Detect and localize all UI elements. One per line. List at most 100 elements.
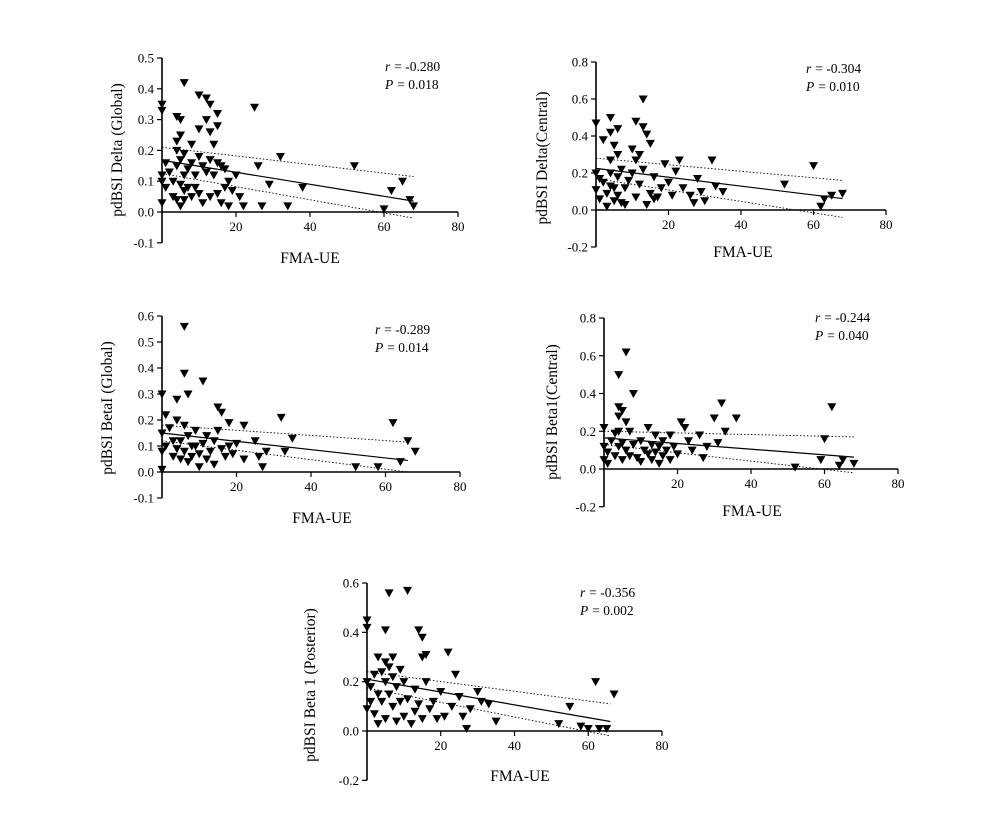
- y-tick-label: -0.1: [133, 491, 154, 506]
- y-tick-label: 0.2: [343, 674, 359, 689]
- data-point: [447, 702, 457, 711]
- data-point: [614, 427, 624, 436]
- data-point: [179, 369, 189, 378]
- stats-annotation: r = -0.289 P = 0.014: [374, 322, 430, 355]
- data-point: [631, 193, 641, 202]
- data-point: [239, 421, 249, 430]
- x-tick-label: 20: [434, 738, 447, 753]
- y-tick-label: 0.0: [138, 205, 154, 220]
- p-symbol: P: [814, 328, 823, 343]
- data-point: [598, 178, 608, 187]
- data-point: [349, 162, 359, 171]
- data-point: [176, 202, 185, 211]
- r-value: = -0.280: [394, 59, 440, 74]
- x-axis-title: FMA-UE: [490, 768, 549, 785]
- data-point: [595, 195, 605, 204]
- data-point: [403, 586, 413, 595]
- x-axis-title: FMA-UE: [722, 503, 781, 520]
- data-point: [176, 116, 185, 125]
- data-point: [834, 461, 844, 470]
- plot-area: -0.2 0.0 0.2 0.4 0.6 0.8 20 40 60 80: [567, 55, 892, 255]
- data-point: [454, 692, 464, 701]
- data-point: [395, 665, 405, 674]
- data-point: [380, 626, 390, 635]
- data-point: [213, 122, 222, 131]
- chart-beta1-posterior: r = -0.356 P = 0.002 FMA-UE pdBSI Beta 1 (…: [302, 576, 669, 788]
- data-point: [635, 180, 644, 189]
- data-point: [369, 710, 379, 719]
- r-symbol: r: [806, 61, 812, 76]
- data-point: [451, 670, 460, 679]
- y-tick-label: 0.6: [572, 92, 589, 107]
- data-point: [172, 137, 182, 146]
- data-point: [362, 705, 372, 714]
- data-point: [476, 697, 486, 706]
- data-point: [366, 697, 376, 706]
- y-tick-label: 0.6: [343, 576, 360, 591]
- data-point: [591, 678, 601, 687]
- data-point: [628, 390, 638, 398]
- data-point: [183, 432, 193, 441]
- data-point: [693, 175, 702, 184]
- data-point: [220, 452, 230, 461]
- data-point: [414, 700, 424, 709]
- data-point: [176, 156, 185, 165]
- plot-area: -0.2 0.0 0.2 0.4 0.6 20 40 60 80: [338, 576, 668, 788]
- data-point: [201, 116, 211, 125]
- data-point: [687, 446, 697, 455]
- x-tick-label: 40: [745, 476, 758, 491]
- data-point: [157, 447, 167, 456]
- x-tick-label: 20: [230, 219, 243, 234]
- data-point: [417, 633, 427, 642]
- data-point: [220, 183, 230, 192]
- data-point: [598, 136, 608, 145]
- data-point: [261, 447, 271, 456]
- ci-lower-band: [161, 173, 414, 219]
- r-value: = -0.356: [589, 585, 635, 600]
- x-axis-title: FMA-UE: [713, 244, 772, 261]
- data-point: [432, 715, 442, 724]
- data-point: [194, 463, 204, 472]
- data-point: [617, 406, 627, 415]
- data-point: [157, 390, 167, 399]
- y-tick-label: 0.5: [138, 335, 154, 350]
- data-point: [231, 171, 241, 180]
- data-point: [678, 184, 688, 193]
- data-point: [664, 178, 673, 187]
- data-point: [366, 683, 376, 692]
- regression-line: [366, 678, 611, 723]
- data-point: [275, 153, 285, 162]
- data-point: [614, 371, 624, 380]
- ci-upper-band: [366, 671, 611, 705]
- data-point: [462, 725, 472, 734]
- data-point: [172, 162, 182, 171]
- data-point: [398, 177, 407, 186]
- data-point: [484, 700, 494, 709]
- data-point: [654, 442, 664, 451]
- data-point: [695, 431, 705, 440]
- data-point: [406, 720, 416, 729]
- data-point: [201, 168, 211, 177]
- p-symbol: P: [374, 340, 383, 355]
- y-tick-label: 0.0: [138, 465, 154, 480]
- y-tick-label: -0.2: [575, 499, 596, 514]
- regression-line: [603, 437, 854, 458]
- data-point: [613, 125, 623, 134]
- data-point: [656, 184, 666, 193]
- y-tick-label: 0.2: [580, 424, 596, 439]
- data-point: [377, 668, 387, 677]
- data-point: [157, 429, 167, 438]
- data-point: [645, 189, 655, 198]
- data-point: [172, 395, 182, 404]
- data-point: [638, 123, 648, 132]
- data-point: [665, 431, 675, 440]
- data-point: [183, 183, 193, 192]
- data-point: [647, 456, 657, 465]
- y-tick-label: 0.3: [138, 112, 154, 127]
- x-tick-label: 40: [508, 738, 521, 753]
- data-point: [707, 156, 717, 165]
- ci-upper-band: [595, 157, 843, 181]
- data-point: [238, 202, 248, 211]
- data-point: [373, 463, 383, 472]
- data-point: [439, 712, 449, 721]
